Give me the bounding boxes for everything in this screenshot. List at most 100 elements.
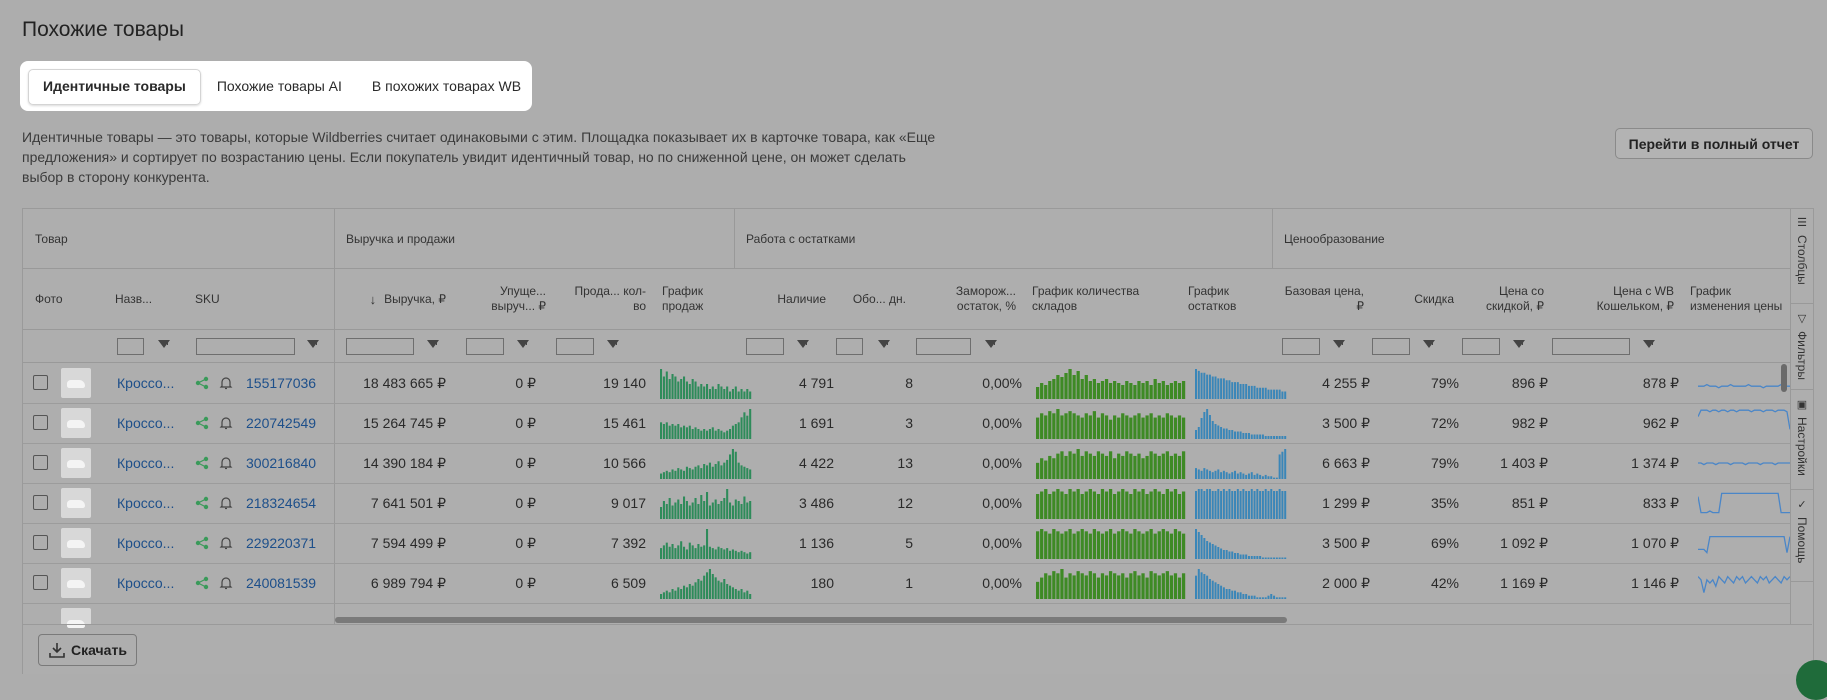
filter-input-sku[interactable] — [196, 338, 295, 355]
filter-input-lost[interactable] — [466, 338, 504, 355]
filter-icon[interactable] — [1333, 340, 1345, 348]
col-sku[interactable]: SKU — [195, 291, 220, 306]
row-checkbox[interactable] — [33, 415, 48, 430]
side-tab-settings[interactable]: ▣ Настройки — [1791, 390, 1813, 490]
col-discount[interactable]: Скидка — [1414, 291, 1454, 306]
stock-bars-bar — [1264, 387, 1267, 399]
filter-icon[interactable] — [985, 340, 997, 348]
stock-bars-bar — [1222, 428, 1225, 439]
filter-icon[interactable] — [517, 340, 529, 348]
share-icon[interactable] — [195, 576, 209, 590]
filter-input-base[interactable] — [1282, 338, 1320, 355]
side-tab-help[interactable]: ✓ Помощь — [1791, 490, 1813, 582]
col-sales-chart[interactable]: График продаж — [662, 284, 704, 313]
tab-similar-wb[interactable]: В похожих товарах WB — [371, 78, 522, 94]
filter-input-turnover[interactable] — [836, 338, 863, 355]
filter-icon[interactable] — [878, 340, 890, 348]
filter-icon[interactable] — [1513, 340, 1525, 348]
warehouse-bars-bar — [1060, 569, 1064, 599]
filter-icon[interactable] — [1643, 340, 1655, 348]
col-base-price[interactable]: Базовая цена, ₽ — [1284, 284, 1364, 313]
filter-icon[interactable] — [1423, 340, 1435, 348]
filter-icon[interactable] — [158, 340, 170, 348]
product-name-link[interactable]: Кроссо... — [117, 375, 175, 391]
product-name-link[interactable]: Кроссо... — [117, 575, 175, 591]
col-discount-price[interactable]: Цена со скидкой, ₽ — [1485, 284, 1544, 313]
bell-icon[interactable] — [219, 376, 233, 390]
col-price-chart[interactable]: График изменения цены — [1690, 284, 1783, 313]
col-stock-chart[interactable]: График остатков — [1188, 284, 1237, 313]
filter-input-frozen[interactable] — [916, 338, 971, 355]
stock-bars-bar — [1242, 473, 1245, 479]
sales-bars-bar — [740, 417, 743, 439]
side-tab-columns[interactable]: ☰ Столбцы — [1791, 208, 1813, 304]
product-name-link[interactable]: Кроссо... — [117, 455, 175, 471]
tab-similar-ai[interactable]: Похожие товары AI — [216, 78, 342, 94]
col-stock[interactable]: Наличие — [777, 291, 826, 306]
sku-link[interactable]: 220742549 — [246, 415, 317, 431]
download-button[interactable]: Скачать — [38, 634, 137, 666]
filter-icon[interactable] — [427, 340, 439, 348]
bell-icon[interactable] — [219, 576, 233, 590]
filter-input-name[interactable] — [117, 338, 144, 355]
share-icon[interactable] — [195, 376, 209, 390]
product-name-link[interactable]: Кроссо... — [117, 495, 175, 511]
product-name-link[interactable]: Кроссо... — [117, 415, 175, 431]
sku-link[interactable]: 155177036 — [246, 375, 317, 391]
row-checkbox[interactable] — [33, 535, 48, 550]
warehouse-bars-bar — [1165, 413, 1169, 439]
full-report-button[interactable]: Перейти в полный отчет — [1615, 128, 1813, 159]
col-sales-qty[interactable]: Прода... кол-во — [574, 284, 646, 313]
col-wallet-price[interactable]: Цена с WB Кошельком, ₽ — [1596, 284, 1674, 313]
row-checkbox[interactable] — [33, 455, 48, 470]
warehouse-bars-bar — [1133, 385, 1137, 399]
stock-bars-bar — [1245, 594, 1248, 599]
col-lost-revenue[interactable]: Упуще... выруч... ₽ — [491, 284, 546, 313]
vertical-scrollbar[interactable] — [1781, 364, 1787, 392]
share-icon[interactable] — [195, 416, 209, 430]
sku-link[interactable]: 229220371 — [246, 535, 317, 551]
filter-input-stock[interactable] — [746, 338, 784, 355]
row-checkbox[interactable] — [33, 495, 48, 510]
col-turnover[interactable]: Обо... дн. — [852, 291, 906, 306]
bell-icon[interactable] — [219, 496, 233, 510]
warehouse-bars-bar — [1068, 489, 1072, 519]
side-tab-filters[interactable]: ▽ Фильтры — [1791, 304, 1813, 390]
col-photo[interactable]: Фото — [35, 291, 63, 306]
sales-bars-bar — [726, 548, 729, 559]
row-checkbox[interactable] — [33, 375, 48, 390]
sku-link[interactable]: 218324654 — [246, 495, 317, 511]
warehouse-bars-bar — [1133, 571, 1137, 599]
chat-widget-icon[interactable] — [1796, 660, 1827, 700]
bell-icon[interactable] — [219, 536, 233, 550]
warehouse-bars-bar — [1169, 455, 1174, 479]
sku-link[interactable]: 300216840 — [246, 455, 317, 471]
filter-input-revenue[interactable] — [346, 338, 414, 355]
stock-bars-bar — [1206, 374, 1209, 399]
row-checkbox[interactable] — [33, 575, 48, 590]
col-frozen[interactable]: Заморож... остаток, % — [955, 284, 1016, 313]
share-icon[interactable] — [195, 456, 209, 470]
col-warehouses-chart[interactable]: График количества складов — [1032, 284, 1140, 313]
filter-input-dprice[interactable] — [1462, 338, 1500, 355]
filter-input-discount[interactable] — [1372, 338, 1410, 355]
col-name[interactable]: Назв... — [115, 291, 153, 306]
filter-input-qty[interactable] — [556, 338, 594, 355]
tab-identical[interactable]: Идентичные товары — [28, 69, 201, 105]
horizontal-scrollbar[interactable] — [335, 617, 1287, 623]
share-icon[interactable] — [195, 536, 209, 550]
share-icon[interactable] — [195, 496, 209, 510]
bell-icon[interactable] — [219, 416, 233, 430]
warehouse-bars-bar — [1076, 489, 1080, 519]
filter-icon[interactable] — [307, 340, 319, 348]
col-revenue[interactable]: ↓ Выручка, ₽ — [369, 291, 446, 307]
stock-bars-bar — [1267, 476, 1270, 479]
product-name-link[interactable]: Кроссо... — [117, 535, 175, 551]
price-line-line — [1698, 492, 1790, 514]
discount-value: 42% — [1430, 575, 1459, 591]
bell-icon[interactable] — [219, 456, 233, 470]
sku-link[interactable]: 240081539 — [246, 575, 317, 591]
filter-icon[interactable] — [607, 340, 619, 348]
filter-icon[interactable] — [797, 340, 809, 348]
filter-input-wprice[interactable] — [1552, 338, 1630, 355]
